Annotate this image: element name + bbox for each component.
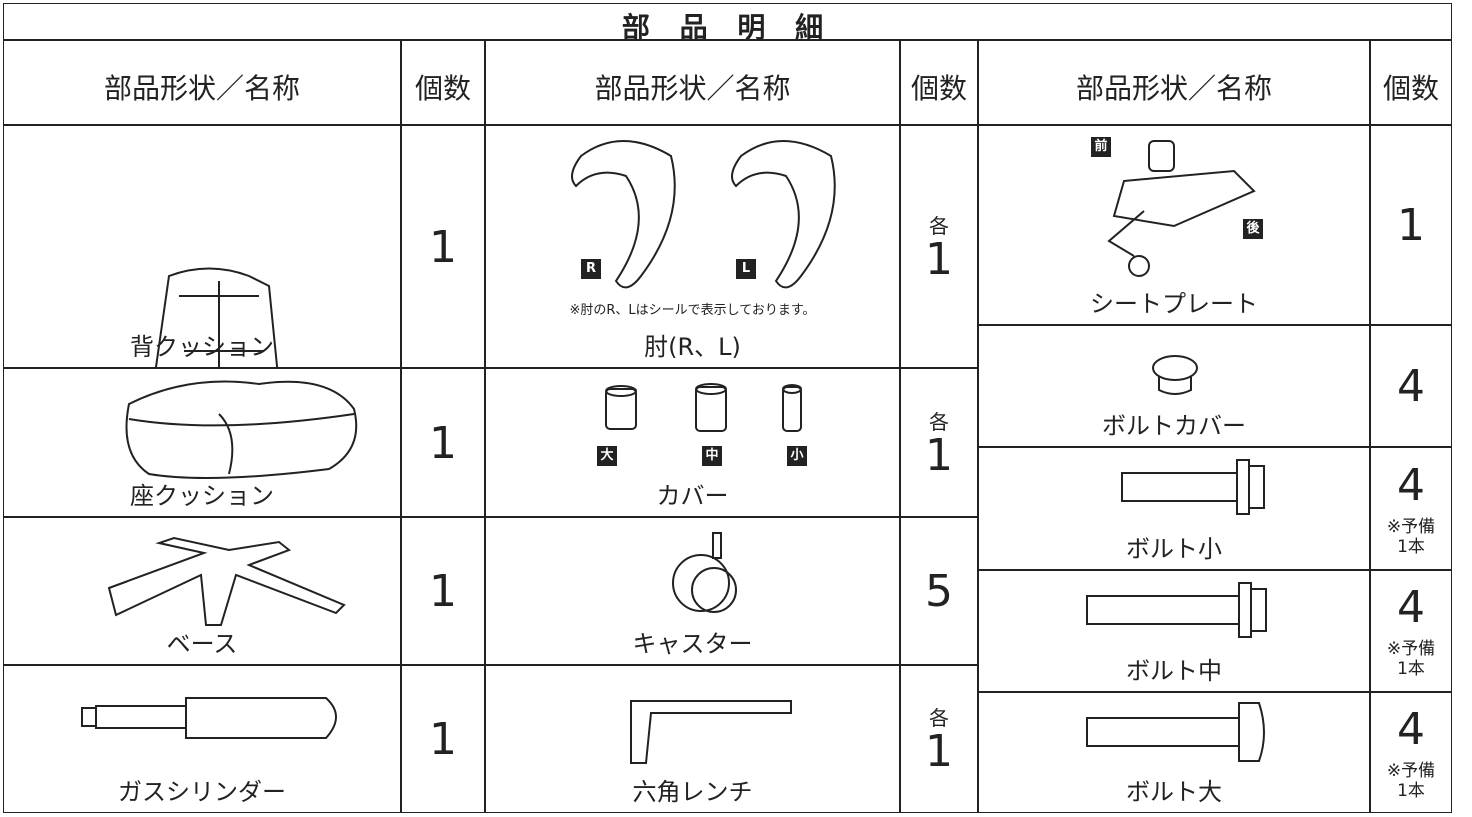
count-cell: 1 xyxy=(401,125,485,368)
spare-note: 1本 xyxy=(1397,659,1425,679)
header-count: 個数 xyxy=(414,72,471,105)
part-name: 六角レンチ xyxy=(632,778,753,806)
count: 4 xyxy=(1397,459,1425,511)
part-cell: ガスシリンダー xyxy=(3,665,401,813)
part-illustration xyxy=(107,536,346,626)
part-name: 座クッション xyxy=(130,482,274,510)
part-cell: ベース xyxy=(3,517,401,665)
part-name: カバー xyxy=(656,482,729,510)
count-prefix: 各 xyxy=(929,409,949,434)
header-name-cell: 部品形状／名称 xyxy=(3,40,401,125)
part-illustration xyxy=(571,140,836,289)
count-prefix: 各 xyxy=(929,213,949,238)
count: 5 xyxy=(925,566,953,617)
part-cell: 大 中 小カバー xyxy=(485,368,900,517)
part-label: 前 xyxy=(1091,137,1111,157)
count: 1 xyxy=(925,726,953,777)
count: 4 xyxy=(1397,361,1425,412)
part-label: 中 xyxy=(702,446,722,466)
header-count-cell: 個数 xyxy=(900,40,978,125)
count-cell: 1 xyxy=(401,517,485,665)
part-illustration xyxy=(672,532,737,613)
header-name: 部品形状／名称 xyxy=(594,72,791,105)
count-cell: 4 xyxy=(1370,325,1452,447)
part-illustration xyxy=(1121,459,1265,515)
part-cell: 六角レンチ xyxy=(485,665,900,813)
count-cell: 1 xyxy=(1370,125,1452,325)
part-note: ※肘のR、Lはシールで表示しております。 xyxy=(569,303,816,318)
part-label: L xyxy=(736,259,756,279)
spare-note: ※予備 xyxy=(1386,639,1436,659)
part-label: R xyxy=(581,259,601,279)
header-name: 部品形状／名称 xyxy=(1075,72,1272,105)
count: 4 xyxy=(1397,582,1425,633)
part-name: ボルト中 xyxy=(1126,657,1222,685)
spare-note: 1本 xyxy=(1397,536,1425,557)
part-cell: キャスター xyxy=(485,517,900,665)
part-label: 小 xyxy=(787,446,807,466)
part-illustration xyxy=(81,697,337,739)
part-illustration xyxy=(1152,355,1198,395)
spare-note: 1本 xyxy=(1397,780,1425,801)
count: 1 xyxy=(925,233,953,285)
part-illustration xyxy=(125,380,358,479)
header-name-cell: 部品形状／名称 xyxy=(978,40,1370,125)
part-illustration xyxy=(605,383,802,432)
count-cell: 1 xyxy=(401,368,485,517)
header-count: 個数 xyxy=(910,72,967,105)
spare-note: ※予備 xyxy=(1386,760,1436,781)
part-name: キャスター xyxy=(632,630,753,658)
count: 1 xyxy=(1397,200,1425,251)
header-name-cell: 部品形状／名称 xyxy=(485,40,900,125)
count: 1 xyxy=(429,221,457,273)
count: 1 xyxy=(429,566,457,617)
header-name: 部品形状／名称 xyxy=(103,72,300,105)
count-prefix: 各 xyxy=(929,706,949,730)
part-name: ボルト小 xyxy=(1126,535,1222,563)
part-cell: R L ※肘のR、Lはシールで表示しております。肘(R、L) xyxy=(485,125,900,368)
count-cell: 4 ※予備 1本 xyxy=(1370,692,1452,813)
part-cell: ボルト中 xyxy=(978,570,1370,692)
header-count: 個数 xyxy=(1382,72,1439,105)
count-cell: 1 xyxy=(401,665,485,813)
title-cell: 部 品 明 細 xyxy=(3,3,1452,44)
count-cell: 4 ※予備 1本 xyxy=(1370,570,1452,692)
part-name: ボルトカバー xyxy=(1102,412,1246,440)
part-name: ボルト大 xyxy=(1126,778,1222,806)
part-cell: 前後シートプレート xyxy=(978,125,1370,325)
part-name: 背クッション xyxy=(130,333,274,361)
count: 4 xyxy=(1397,703,1425,755)
part-illustration xyxy=(1086,582,1267,638)
part-illustration xyxy=(630,700,792,764)
header-count-cell: 個数 xyxy=(401,40,485,125)
part-label: 後 xyxy=(1243,219,1263,239)
count: 1 xyxy=(925,429,953,481)
part-cell: ボルト大 xyxy=(978,692,1370,813)
part-illustration xyxy=(154,267,279,369)
part-illustration xyxy=(1086,702,1265,762)
title: 部 品 明 細 xyxy=(621,11,834,44)
part-label: 大 xyxy=(597,446,617,466)
part-cell: 座クッション xyxy=(3,368,401,517)
count-cell: 4 ※予備 1本 xyxy=(1370,447,1452,570)
part-cell: ボルトカバー xyxy=(978,325,1370,447)
part-name: ガスシリンダー xyxy=(118,778,286,806)
spare-note: ※予備 xyxy=(1386,516,1436,537)
part-name: 肘(R、L) xyxy=(644,333,741,361)
count: 1 xyxy=(429,417,457,469)
part-name: シートプレート xyxy=(1090,290,1258,318)
part-cell: ボルト小 xyxy=(978,447,1370,570)
count-cell: 5 xyxy=(900,517,978,665)
part-illustration xyxy=(1107,140,1256,277)
count: 1 xyxy=(429,714,457,765)
header-count-cell: 個数 xyxy=(1370,40,1452,125)
part-cell: 背クッション xyxy=(3,125,401,369)
part-name: ベース xyxy=(166,630,238,658)
